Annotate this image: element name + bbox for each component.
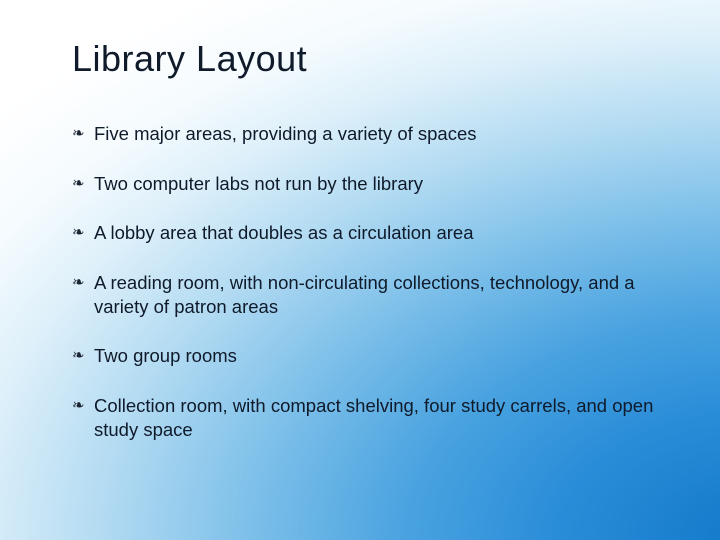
bullet-icon: ❧: [72, 396, 85, 415]
bullet-icon: ❧: [72, 174, 85, 193]
bullet-text: Two group rooms: [94, 345, 237, 366]
list-item: ❧ Collection room, with compact shelving…: [72, 394, 660, 441]
bullet-icon: ❧: [72, 346, 85, 365]
slide: Library Layout ❧ Five major areas, provi…: [0, 0, 720, 540]
list-item: ❧ Two computer labs not run by the libra…: [72, 172, 660, 196]
bullet-text: Two computer labs not run by the library: [94, 173, 423, 194]
bullet-icon: ❧: [72, 223, 85, 242]
list-item: ❧ A lobby area that doubles as a circula…: [72, 221, 660, 245]
bullet-icon: ❧: [72, 124, 85, 143]
bullet-icon: ❧: [72, 273, 85, 292]
bullet-text: A lobby area that doubles as a circulati…: [94, 222, 474, 243]
bullet-text: A reading room, with non-circulating col…: [94, 272, 635, 317]
list-item: ❧ Five major areas, providing a variety …: [72, 122, 660, 146]
slide-title: Library Layout: [72, 38, 660, 80]
bullet-text: Collection room, with compact shelving, …: [94, 395, 653, 440]
bullet-text: Five major areas, providing a variety of…: [94, 123, 477, 144]
bullet-list: ❧ Five major areas, providing a variety …: [72, 122, 660, 441]
list-item: ❧ Two group rooms: [72, 344, 660, 368]
list-item: ❧ A reading room, with non-circulating c…: [72, 271, 660, 318]
